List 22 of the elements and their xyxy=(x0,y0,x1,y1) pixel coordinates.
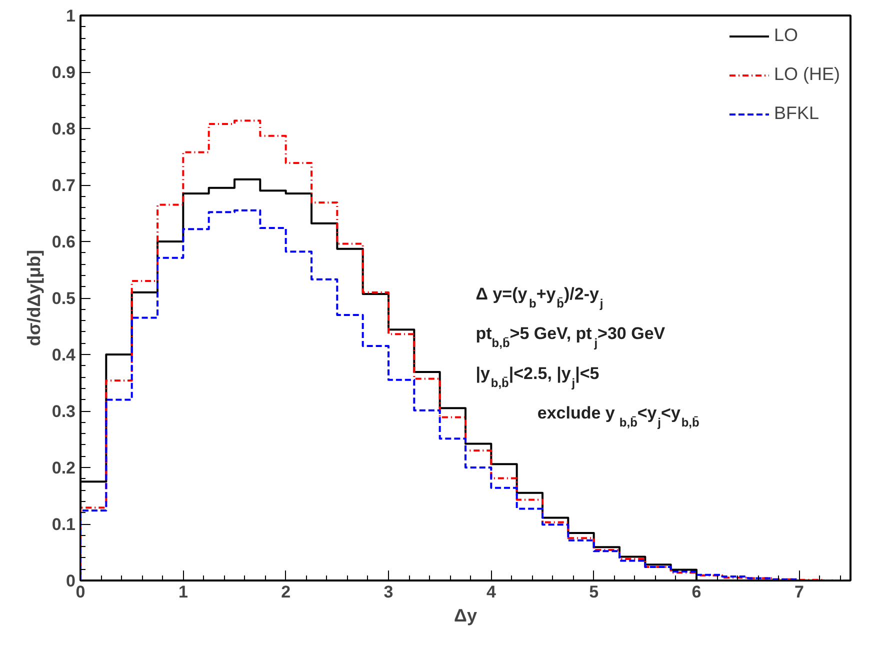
y-tick-label: 0.2 xyxy=(52,458,76,478)
y-tick-label: 0.1 xyxy=(52,515,76,534)
y-tick-label: 0.3 xyxy=(52,402,76,421)
y-axis-title: dσ/dΔy[μb] xyxy=(24,250,44,346)
y-tick-label: 1 xyxy=(66,6,76,26)
y-tick-label: 0.4 xyxy=(52,346,76,364)
x-tick-label: 6 xyxy=(692,582,702,602)
y-tick-label: 0.7 xyxy=(52,176,76,195)
legend-label: LO xyxy=(774,25,798,46)
y-tick-label: 0.9 xyxy=(52,63,76,82)
x-tick-label: 1 xyxy=(178,582,188,602)
legend-label: BFKL xyxy=(774,103,820,124)
legend-label: LO (HE) xyxy=(774,64,840,85)
y-tick-label: 0.5 xyxy=(52,289,76,308)
y-tick-label: 0.8 xyxy=(52,120,76,138)
y-tick-label: 0.6 xyxy=(52,232,76,252)
x-axis-title: Δy xyxy=(454,606,477,626)
x-tick-label: 2 xyxy=(281,582,291,602)
x-tick-label: 3 xyxy=(384,582,394,602)
x-tick-label: 7 xyxy=(794,582,804,602)
x-tick-label: 5 xyxy=(589,582,599,602)
x-tick-label: 4 xyxy=(486,582,496,602)
